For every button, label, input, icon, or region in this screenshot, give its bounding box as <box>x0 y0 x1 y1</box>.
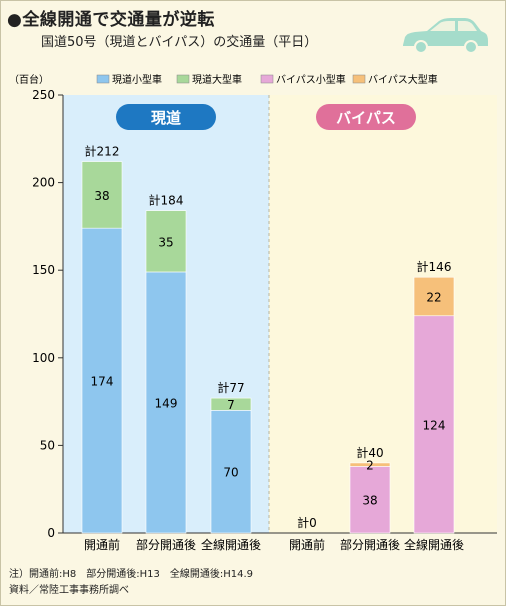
x-tick-label: 全線開通後 <box>404 537 464 552</box>
x-tick-label: 部分開通後 <box>340 537 400 552</box>
y-tick-label: 100 <box>32 351 55 365</box>
group-badge <box>316 104 416 130</box>
chart-subtitle: 国道50号（現道とバイパス）の交通量（平日） <box>41 35 318 50</box>
footnote-source: 資料／常陸工事事務所調べ <box>9 585 129 596</box>
bar-total-label: 計77 <box>217 380 244 395</box>
y-tick-label: 0 <box>47 526 55 540</box>
segment-value-label: 149 <box>155 396 178 410</box>
y-tick-label: 200 <box>32 176 55 190</box>
segment-value-label: 7 <box>227 398 235 412</box>
group-badge-label: 現道 <box>151 109 181 127</box>
y-tick-label: 50 <box>40 438 55 452</box>
bar-segment <box>413 315 455 534</box>
x-tick-label: 開通前 <box>84 537 120 552</box>
legend-label: 現道小型車 <box>112 73 162 86</box>
legend-swatch <box>176 74 190 84</box>
segment-value-label: 124 <box>423 418 446 432</box>
group-badge-label: バイパス <box>336 109 396 127</box>
segment-value-label: 38 <box>94 189 109 203</box>
bar-segment <box>210 397 252 411</box>
bar-segment <box>81 227 123 534</box>
legend-swatch <box>260 74 274 84</box>
legend-swatch <box>352 74 366 84</box>
segment-value-label: 2 <box>366 459 374 473</box>
bar-segment <box>145 210 187 273</box>
group-badge <box>116 104 216 130</box>
x-tick-label: 開通前 <box>289 537 325 552</box>
bar-segment <box>210 410 252 534</box>
footnote-periods: 注）開通前:H8 部分開通後:H13 全線開通後:H14.9 <box>9 569 254 580</box>
bar-segment <box>145 271 187 534</box>
y-tick-label: 150 <box>32 263 55 277</box>
y-tick-label: 250 <box>32 88 55 102</box>
legend-label: 現道大型車 <box>192 73 242 86</box>
bar-total-label: 計184 <box>149 193 184 208</box>
x-tick-label: 部分開通後 <box>136 537 196 552</box>
car-icon <box>403 18 488 54</box>
bar-segment <box>349 466 391 534</box>
footnotes: 注）開通前:H8 部分開通後:H13 全線開通後:H14.9 資料／常陸工事事務… <box>9 567 253 599</box>
segment-value-label: 38 <box>362 494 377 508</box>
chart-title: ●全線開通で交通量が逆転 <box>7 10 215 30</box>
panel-bypass <box>269 95 497 533</box>
segment-value-label: 70 <box>223 466 238 480</box>
segment-value-label: 174 <box>91 375 114 389</box>
x-tick-label: 全線開通後 <box>201 537 261 552</box>
legend-label: バイパス大型車 <box>368 73 438 86</box>
bar-total-label: 計212 <box>85 144 120 159</box>
segment-value-label: 35 <box>158 235 173 249</box>
legend-label: バイパス小型車 <box>276 73 346 86</box>
bar-segment <box>413 276 455 317</box>
bar-total-label: 計0 <box>297 515 317 530</box>
bar-segment <box>81 161 123 229</box>
y-axis-unit: （百台） <box>9 73 49 86</box>
bar-total-label: 計40 <box>356 445 383 460</box>
legend-swatch <box>96 74 110 84</box>
segment-value-label: 22 <box>426 290 441 304</box>
bar-total-label: 計146 <box>417 259 452 274</box>
bar-segment <box>349 462 391 467</box>
